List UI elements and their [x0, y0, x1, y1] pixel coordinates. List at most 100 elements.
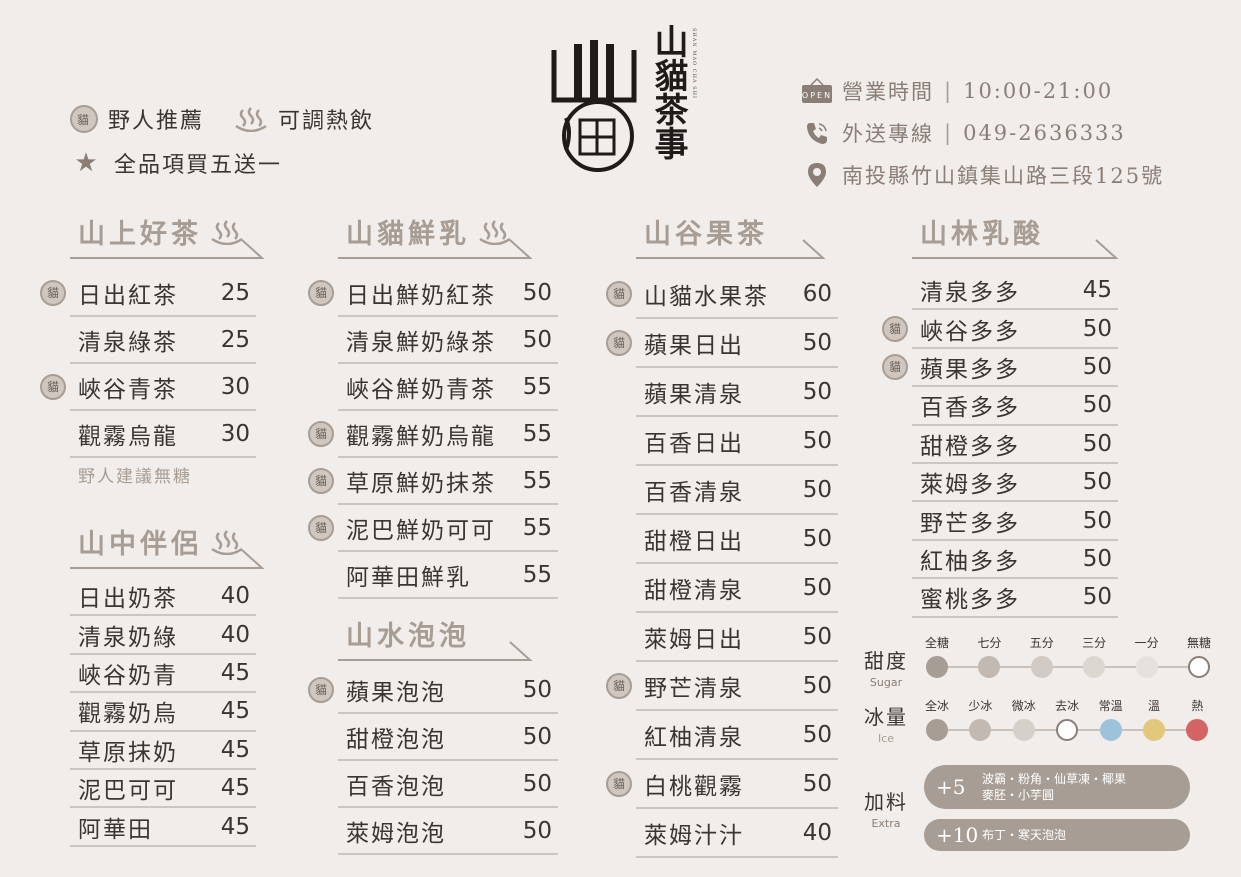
menu-item: 清泉奶綠 40	[70, 616, 256, 655]
scale-level-label: 五分	[1029, 636, 1054, 650]
menu-item-name: 蘋果日出	[644, 332, 744, 359]
menu-item: 阿華田鮮乳 55	[338, 552, 558, 599]
cat-seal-icon: 貓	[606, 672, 632, 699]
delivery-row: 外送專線 | 049-2636333	[800, 112, 1164, 154]
menu-item: 貓山貓水果茶 60	[606, 270, 838, 319]
menu-item: 貓野芒清泉 50	[606, 662, 838, 711]
delivery-label: 外送專線	[842, 122, 934, 146]
menu-item-price: 30	[220, 420, 250, 447]
menu-item: 貓峽谷多多 50	[882, 310, 1118, 349]
scale-level-label: 無糖	[1186, 636, 1211, 650]
menu-item-price: 55	[522, 467, 552, 494]
menu-item: 甜橙多多 50	[912, 426, 1118, 464]
extra-items: 波霸・粉角・仙草凍・椰果 麥胚・小芋圓	[982, 772, 1127, 802]
hours-value: 10:00-21:00	[963, 79, 1114, 103]
menu-item-name: 紅柚清泉	[644, 724, 744, 751]
menu-item-name: 萊姆汁汁	[644, 822, 744, 849]
cat-seal-icon: 貓	[606, 770, 632, 797]
cat-seal-icon: 貓	[606, 280, 632, 307]
scale-level-label: 一分	[1134, 636, 1159, 650]
menu-item: 草原抹奶 45	[70, 732, 256, 770]
hot-steam-icon	[479, 219, 511, 245]
scale-level: 三分	[1072, 634, 1116, 678]
menu-item: 百香日出 50	[636, 417, 838, 466]
cat-seal-icon: 貓	[40, 373, 66, 400]
menu-item: 甜橙清泉 50	[636, 564, 838, 613]
menu-item: 阿華田 45	[70, 808, 256, 847]
menu-item: 貓泥巴鮮奶可可 55	[308, 505, 558, 552]
logo-romanized: SHAN MAO CHA SHI	[691, 28, 697, 99]
menu-item: 清泉綠茶 25	[70, 317, 256, 364]
scale-level-label: 常溫	[1098, 699, 1123, 713]
menu-item: 貓峽谷青茶 30	[40, 364, 256, 411]
menu-item-name: 清泉綠茶	[78, 329, 178, 356]
menu-item-name: 清泉多多	[920, 280, 1020, 307]
menu-item-price: 50	[1082, 392, 1112, 419]
ice-scale: 全冰 少冰 微冰 去冰 常溫 溫 熱	[915, 697, 1215, 747]
scale-track	[937, 666, 1199, 668]
list-bubbles: 貓蘋果泡泡 50 甜橙泡泡 50 百香泡泡 50 萊姆泡泡 50	[308, 667, 558, 855]
menu-item: 萊姆泡泡 50	[338, 808, 558, 855]
menu-item-name: 峽谷多多	[920, 318, 1020, 345]
menu-item: 野芒多多 50	[912, 502, 1118, 541]
list-mountain-tea: 貓日出紅茶 25 清泉綠茶 25 貓峽谷青茶 30 觀霧烏龍 30	[40, 270, 256, 458]
legend-hot: 可調熱飲	[234, 103, 374, 135]
menu-item-price: 50	[1082, 469, 1112, 496]
legend-promo-label: 全品項買五送一	[114, 153, 283, 178]
scale-level: 溫	[1132, 697, 1176, 741]
hot-steam-icon	[235, 107, 267, 132]
menu-item-price: 50	[522, 817, 552, 844]
level-dot-icon	[926, 656, 948, 678]
section-title: 山貓鮮乳	[346, 219, 470, 250]
menu-item: 萊姆日出 50	[636, 613, 838, 662]
menu-item-name: 觀霧奶烏	[78, 701, 178, 728]
menu-item-price: 45	[1082, 277, 1112, 304]
menu-item: 貓日出紅茶 25	[40, 270, 256, 317]
menu-item-name: 泥巴鮮奶可可	[346, 517, 496, 544]
menu-item: 峽谷鮮奶青茶 55	[338, 364, 558, 411]
menu-item-price: 50	[802, 770, 832, 797]
menu-item-name: 阿華田	[78, 816, 153, 843]
menu-item-name: 泥巴可可	[78, 778, 178, 805]
menu-item-price: 45	[220, 813, 250, 840]
menu-item-price: 50	[522, 770, 552, 797]
menu-item: 峽谷奶青 45	[70, 655, 256, 694]
cat-seal-icon: 貓	[70, 105, 98, 133]
scale-level: 微冰	[1002, 697, 1046, 741]
menu-item: 貓草原鮮奶抹茶 55	[308, 458, 558, 505]
scale-level: 少冰	[958, 697, 1002, 741]
menu-item: 百香清泉 50	[636, 466, 838, 515]
cat-seal-icon: 貓	[308, 467, 334, 494]
menu-item-price: 50	[522, 723, 552, 750]
menu-item-price: 25	[220, 279, 250, 306]
menu-item-price: 50	[1082, 430, 1112, 457]
scale-level: 全冰	[915, 697, 959, 741]
menu-item: 清泉鮮奶綠茶 50	[338, 317, 558, 364]
cat-seal-icon: 貓	[606, 329, 632, 356]
menu-item: 泥巴可可 45	[70, 770, 256, 809]
menu-item: 貓日出鮮奶紅茶 50	[308, 270, 558, 317]
menu-item: 萊姆多多 50	[912, 464, 1118, 503]
separator: |	[944, 121, 954, 145]
menu-item-name: 峽谷鮮奶青茶	[346, 376, 496, 403]
list-fruit-tea: 貓山貓水果茶 60 貓蘋果日出 50 蘋果清泉 50 百香日出 50 百香清泉 50 甜橙日出 50 甜…	[606, 270, 838, 858]
extra-tier-10: +10 布丁・寒天泡泡	[924, 819, 1190, 851]
menu-item-price: 55	[522, 420, 552, 447]
menu-item-price: 50	[522, 279, 552, 306]
menu-item-name: 甜橙日出	[644, 528, 744, 555]
delivery-value: 049-2636333	[963, 121, 1126, 145]
level-dot-icon	[1083, 656, 1106, 678]
menu-item-price: 50	[802, 378, 832, 405]
menu-item-price: 40	[220, 621, 250, 648]
cat-seal-icon: 貓	[308, 514, 334, 541]
menu-item-price: 50	[802, 721, 832, 748]
menu-item: 百香泡泡 50	[338, 761, 558, 808]
scale-level: 熱	[1175, 697, 1219, 741]
cat-seal-icon: 貓	[40, 279, 66, 306]
menu-item: 貓蘋果日出 50	[606, 319, 838, 368]
menu-item: 甜橙泡泡 50	[338, 714, 558, 761]
scale-level: 常溫	[1089, 697, 1133, 741]
menu-item-name: 野芒清泉	[644, 675, 744, 702]
menu-item-price: 40	[220, 583, 250, 610]
menu-item-name: 甜橙泡泡	[346, 726, 446, 753]
